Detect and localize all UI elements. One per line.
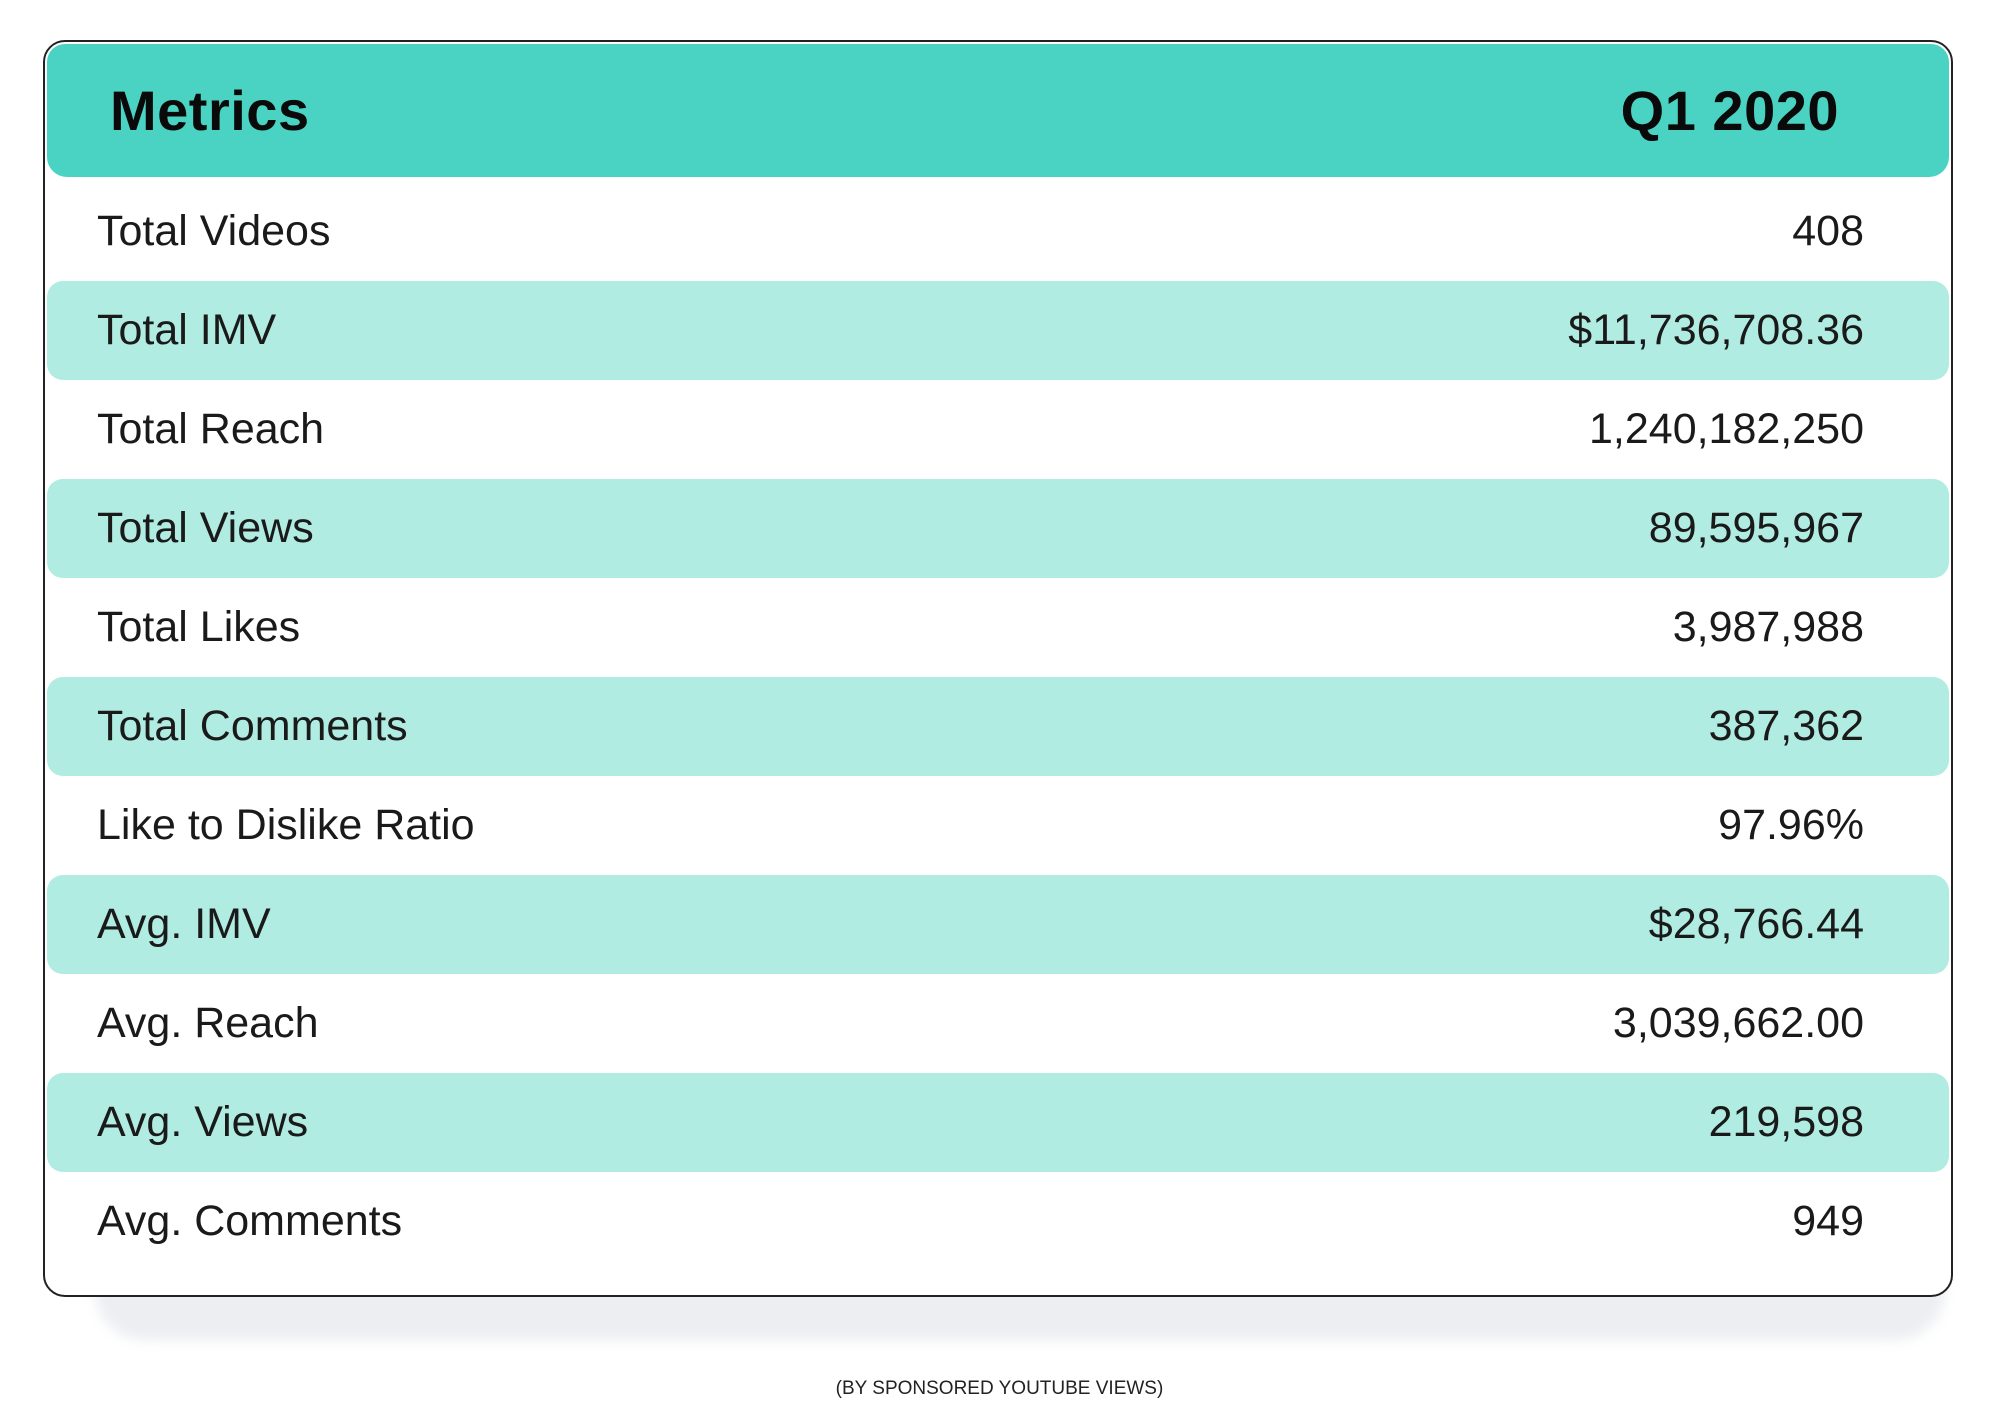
table-row: Total Likes 3,987,988 — [47, 578, 1949, 677]
header-period: Q1 2020 — [1620, 79, 1839, 142]
table-row: Avg. Reach 3,039,662.00 — [47, 974, 1949, 1073]
table-body: Total Videos 408 Total IMV $11,736,708.3… — [45, 182, 1951, 1271]
row-label: Like to Dislike Ratio — [97, 801, 475, 849]
row-value: $28,766.44 — [1648, 900, 1864, 948]
row-value: $11,736,708.36 — [1568, 306, 1864, 354]
row-value: 97.96% — [1718, 801, 1864, 849]
header-metrics: Metrics — [110, 79, 310, 142]
table-row: Avg. Comments 949 — [47, 1172, 1949, 1271]
row-label: Avg. Reach — [97, 999, 319, 1047]
table-row: Total Comments 387,362 — [47, 677, 1949, 776]
row-label: Total IMV — [97, 306, 277, 354]
row-label: Avg. IMV — [97, 900, 271, 948]
row-label: Avg. Comments — [97, 1197, 403, 1245]
metrics-table: Metrics Q1 2020 Total Videos 408 Total I… — [43, 40, 1953, 1297]
row-value: 949 — [1792, 1197, 1864, 1245]
table-header: Metrics Q1 2020 — [47, 44, 1949, 177]
table-row: Total Reach 1,240,182,250 — [47, 380, 1949, 479]
row-label: Total Videos — [97, 207, 331, 255]
row-value: 219,598 — [1708, 1098, 1864, 1146]
row-label: Total Likes — [97, 603, 301, 651]
row-label: Avg. Views — [97, 1098, 309, 1146]
table-row: Like to Dislike Ratio 97.96% — [47, 776, 1949, 875]
footnote: (BY SPONSORED YOUTUBE VIEWS) — [835, 1378, 1164, 1399]
row-value: 387,362 — [1708, 702, 1864, 750]
row-value: 1,240,182,250 — [1589, 405, 1864, 453]
table-row: Avg. Views 219,598 — [47, 1073, 1949, 1172]
table-row: Total Views 89,595,967 — [47, 479, 1949, 578]
row-label: Total Reach — [97, 405, 325, 453]
row-label: Total Views — [97, 504, 314, 552]
row-value: 408 — [1792, 207, 1864, 255]
table-row: Total Videos 408 — [47, 182, 1949, 281]
table-row: Total IMV $11,736,708.36 — [47, 281, 1949, 380]
row-value: 3,039,662.00 — [1612, 999, 1864, 1047]
row-value: 89,595,967 — [1648, 504, 1864, 552]
row-label: Total Comments — [97, 702, 408, 750]
table-row: Avg. IMV $28,766.44 — [47, 875, 1949, 974]
row-value: 3,987,988 — [1672, 603, 1864, 651]
